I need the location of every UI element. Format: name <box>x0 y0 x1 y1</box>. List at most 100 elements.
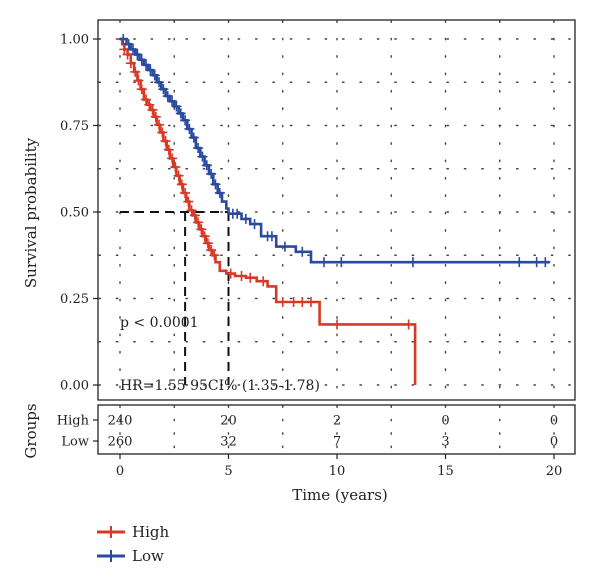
censor-mark-high <box>199 231 210 242</box>
legend-label-high: High <box>132 523 169 541</box>
censor-mark-high <box>206 245 217 256</box>
y-tick-label: 0.50 <box>60 206 89 221</box>
risk-count-high: 0 <box>550 414 558 429</box>
hazard-ratio-annotation: HR=1.55 95CI% (1.35-1.78) <box>120 378 320 394</box>
y-axis: 0.00 0.25 0.50 0.75 1.00 <box>60 33 98 394</box>
survival-plot: 0.00 0.25 0.50 0.75 1.00 p < 0.0001 HR=1.55 … <box>22 19 576 401</box>
censor-mark-low <box>149 70 160 81</box>
censor-mark-high <box>297 296 308 307</box>
censor-mark-high <box>125 58 136 69</box>
risk-count-low: 32 <box>220 435 237 450</box>
censor-mark-low <box>132 49 143 60</box>
risk-table-title: Groups <box>22 403 40 458</box>
censor-mark-low <box>240 213 251 224</box>
p-value-annotation: p < 0.0001 <box>120 315 199 331</box>
censor-mark-high <box>189 210 200 221</box>
censor-mark-high <box>193 217 204 228</box>
y-tick-label: 1.00 <box>60 33 89 48</box>
censor-mark-high <box>225 268 236 279</box>
censor-mark-low <box>171 101 182 112</box>
x-tick-label: 5 <box>224 464 232 479</box>
plot-frame <box>97 19 576 401</box>
risk-count-high: 240 <box>108 414 133 429</box>
censor-mark-low <box>214 187 225 198</box>
censor-mark-high <box>170 162 181 173</box>
legend-label-low: Low <box>132 547 164 565</box>
dotted-grid <box>98 20 575 400</box>
censor-mark-low <box>279 241 290 252</box>
legend: High Low <box>97 523 169 565</box>
censor-mark-low <box>188 132 199 143</box>
censor-mark-low <box>184 123 195 134</box>
censor-mark-low <box>193 142 204 153</box>
censor-mark-low <box>297 246 308 257</box>
risk-count-low: 260 <box>108 435 133 450</box>
censor-mark-low <box>318 257 329 268</box>
censor-mark-high <box>167 153 178 164</box>
risk-row-label-high: High <box>57 414 90 429</box>
censor-mark-high <box>150 111 161 122</box>
censor-mark-low <box>118 34 129 44</box>
censor-mark-low <box>141 59 152 70</box>
censor-mark-low <box>540 257 551 268</box>
x-axis-title: Time (years) <box>292 486 388 504</box>
survival-curve-high <box>120 37 417 385</box>
x-tick-label: 20 <box>546 464 563 479</box>
y-tick-label: 0.00 <box>60 379 89 394</box>
censor-mark-low <box>206 168 217 179</box>
censor-mark-high <box>157 127 168 138</box>
censor-mark-low <box>514 257 525 268</box>
censor-mark-high <box>183 196 194 207</box>
risk-count-low: 3 <box>441 435 449 450</box>
censor-mark-low <box>123 39 134 50</box>
censor-mark-high <box>196 224 207 235</box>
censor-mark-high <box>173 170 184 181</box>
censor-mark-high <box>305 296 316 307</box>
censor-mark-high <box>186 205 197 216</box>
censor-mark-high <box>141 94 152 105</box>
survival-curves <box>118 34 551 385</box>
censor-mark-low <box>336 257 347 268</box>
censor-mark-high <box>288 296 299 307</box>
x-tick-label: 0 <box>116 464 124 479</box>
censor-mark-high <box>147 104 158 115</box>
censor-mark-low <box>407 257 418 268</box>
censor-mark-high <box>136 84 147 95</box>
censor-mark-low <box>210 179 221 190</box>
censor-mark-low <box>180 115 191 126</box>
censor-mark-high <box>122 49 133 60</box>
censor-mark-low <box>266 231 277 242</box>
risk-count-low: 7 <box>333 435 341 450</box>
risk-count-high: 0 <box>441 414 449 429</box>
censor-mark-high <box>130 66 141 77</box>
median-reference-lines <box>120 211 230 385</box>
x-tick-label: 10 <box>329 464 346 479</box>
censor-mark-low <box>531 257 542 268</box>
censor-mark-high <box>119 44 130 55</box>
censor-mark-high <box>236 271 247 282</box>
censor-mark-high <box>160 136 171 147</box>
censor-mark-high <box>144 99 155 110</box>
censor-mark-high <box>163 144 174 155</box>
censor-mark-high <box>180 187 191 198</box>
censor-mark-high <box>332 319 342 330</box>
censor-mark-high <box>209 250 220 261</box>
censor-mark-low <box>249 219 260 230</box>
x-axis: 0 5 10 15 20 <box>116 454 562 479</box>
censor-mark-high <box>245 272 256 283</box>
censor-mark-low <box>175 108 186 119</box>
risk-count-high: 2 <box>333 414 341 429</box>
censor-mark-high <box>258 276 269 287</box>
y-tick-label: 0.75 <box>60 119 89 134</box>
censor-mark-high <box>202 238 213 249</box>
censor-mark-low <box>158 84 169 95</box>
censor-mark-high <box>277 296 288 307</box>
risk-row-label-low: Low <box>61 435 89 450</box>
x-tick-label: 15 <box>437 464 454 479</box>
censor-mark-high <box>154 119 165 130</box>
y-tick-label: 0.25 <box>60 292 89 307</box>
risk-count-low: 0 <box>550 435 558 450</box>
